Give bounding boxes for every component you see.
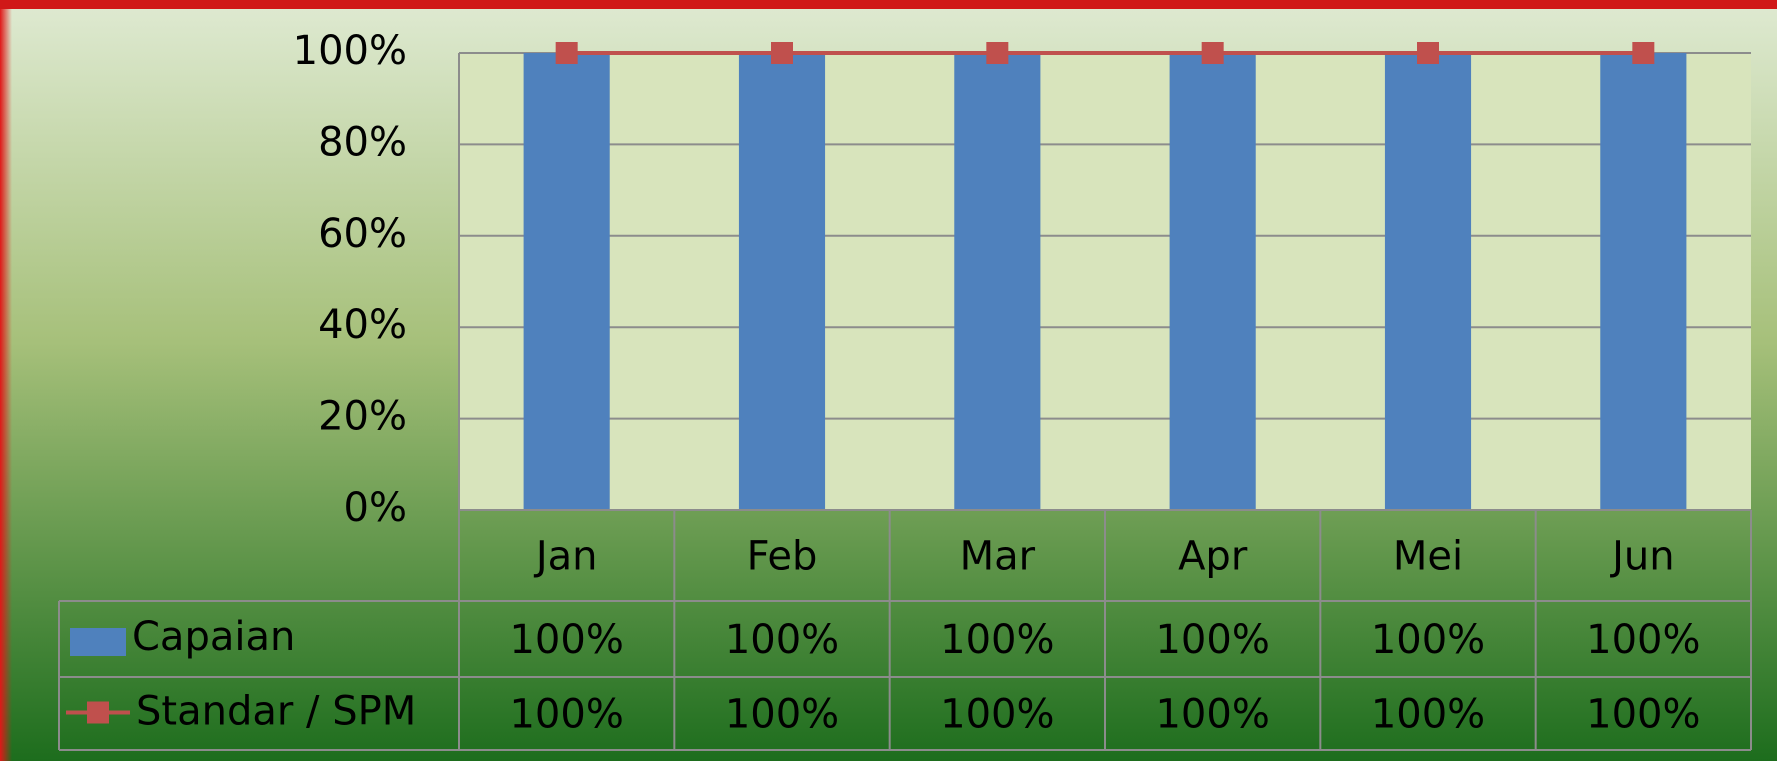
frame-top	[0, 0, 1777, 9]
line-marker	[986, 42, 1009, 64]
bar	[523, 53, 610, 510]
bar	[1384, 53, 1472, 510]
y-tick-label: 60%	[318, 211, 407, 257]
data-label: 100%	[1586, 617, 1700, 663]
data-label: 100%	[940, 617, 1054, 663]
x-tick-label: Apr	[1178, 534, 1248, 580]
legend-key-marker	[87, 701, 109, 724]
y-tick-label: 80%	[318, 119, 407, 165]
data-label: 100%	[940, 692, 1054, 738]
data-label: 100%	[1371, 692, 1485, 738]
bar	[1169, 53, 1256, 510]
data-label: 100%	[509, 692, 623, 738]
data-label: 100%	[1155, 617, 1269, 663]
data-label: 100%	[1155, 692, 1269, 738]
plot-area	[459, 53, 1751, 510]
x-tick-label: Mar	[960, 534, 1036, 580]
x-tick-label: Mei	[1393, 534, 1463, 580]
y-tick-label: 0%	[344, 485, 407, 531]
frame-left	[0, 0, 12, 761]
bar	[738, 53, 826, 510]
y-tick-label: 100%	[293, 28, 407, 74]
legend-label: Capaian	[132, 614, 295, 660]
line-marker	[771, 42, 793, 64]
y-tick-label: 40%	[318, 302, 407, 348]
legend-label: Standar / SPM	[136, 689, 416, 735]
line-marker	[1417, 42, 1439, 64]
y-tick-label: 20%	[318, 394, 407, 440]
data-label: 100%	[1586, 692, 1700, 738]
data-label: 100%	[1371, 617, 1485, 663]
line-marker	[555, 42, 578, 64]
data-label: 100%	[509, 617, 623, 663]
bar	[954, 53, 1041, 510]
x-tick-label: Jan	[533, 534, 598, 580]
line-marker	[1632, 42, 1655, 64]
x-tick-label: Jun	[1609, 534, 1675, 580]
line-marker	[1201, 42, 1224, 64]
x-tick-label: Feb	[747, 534, 818, 580]
legend-key	[70, 628, 126, 656]
data-label: 100%	[725, 692, 839, 738]
data-label: 100%	[725, 617, 839, 663]
bar	[1600, 53, 1687, 510]
